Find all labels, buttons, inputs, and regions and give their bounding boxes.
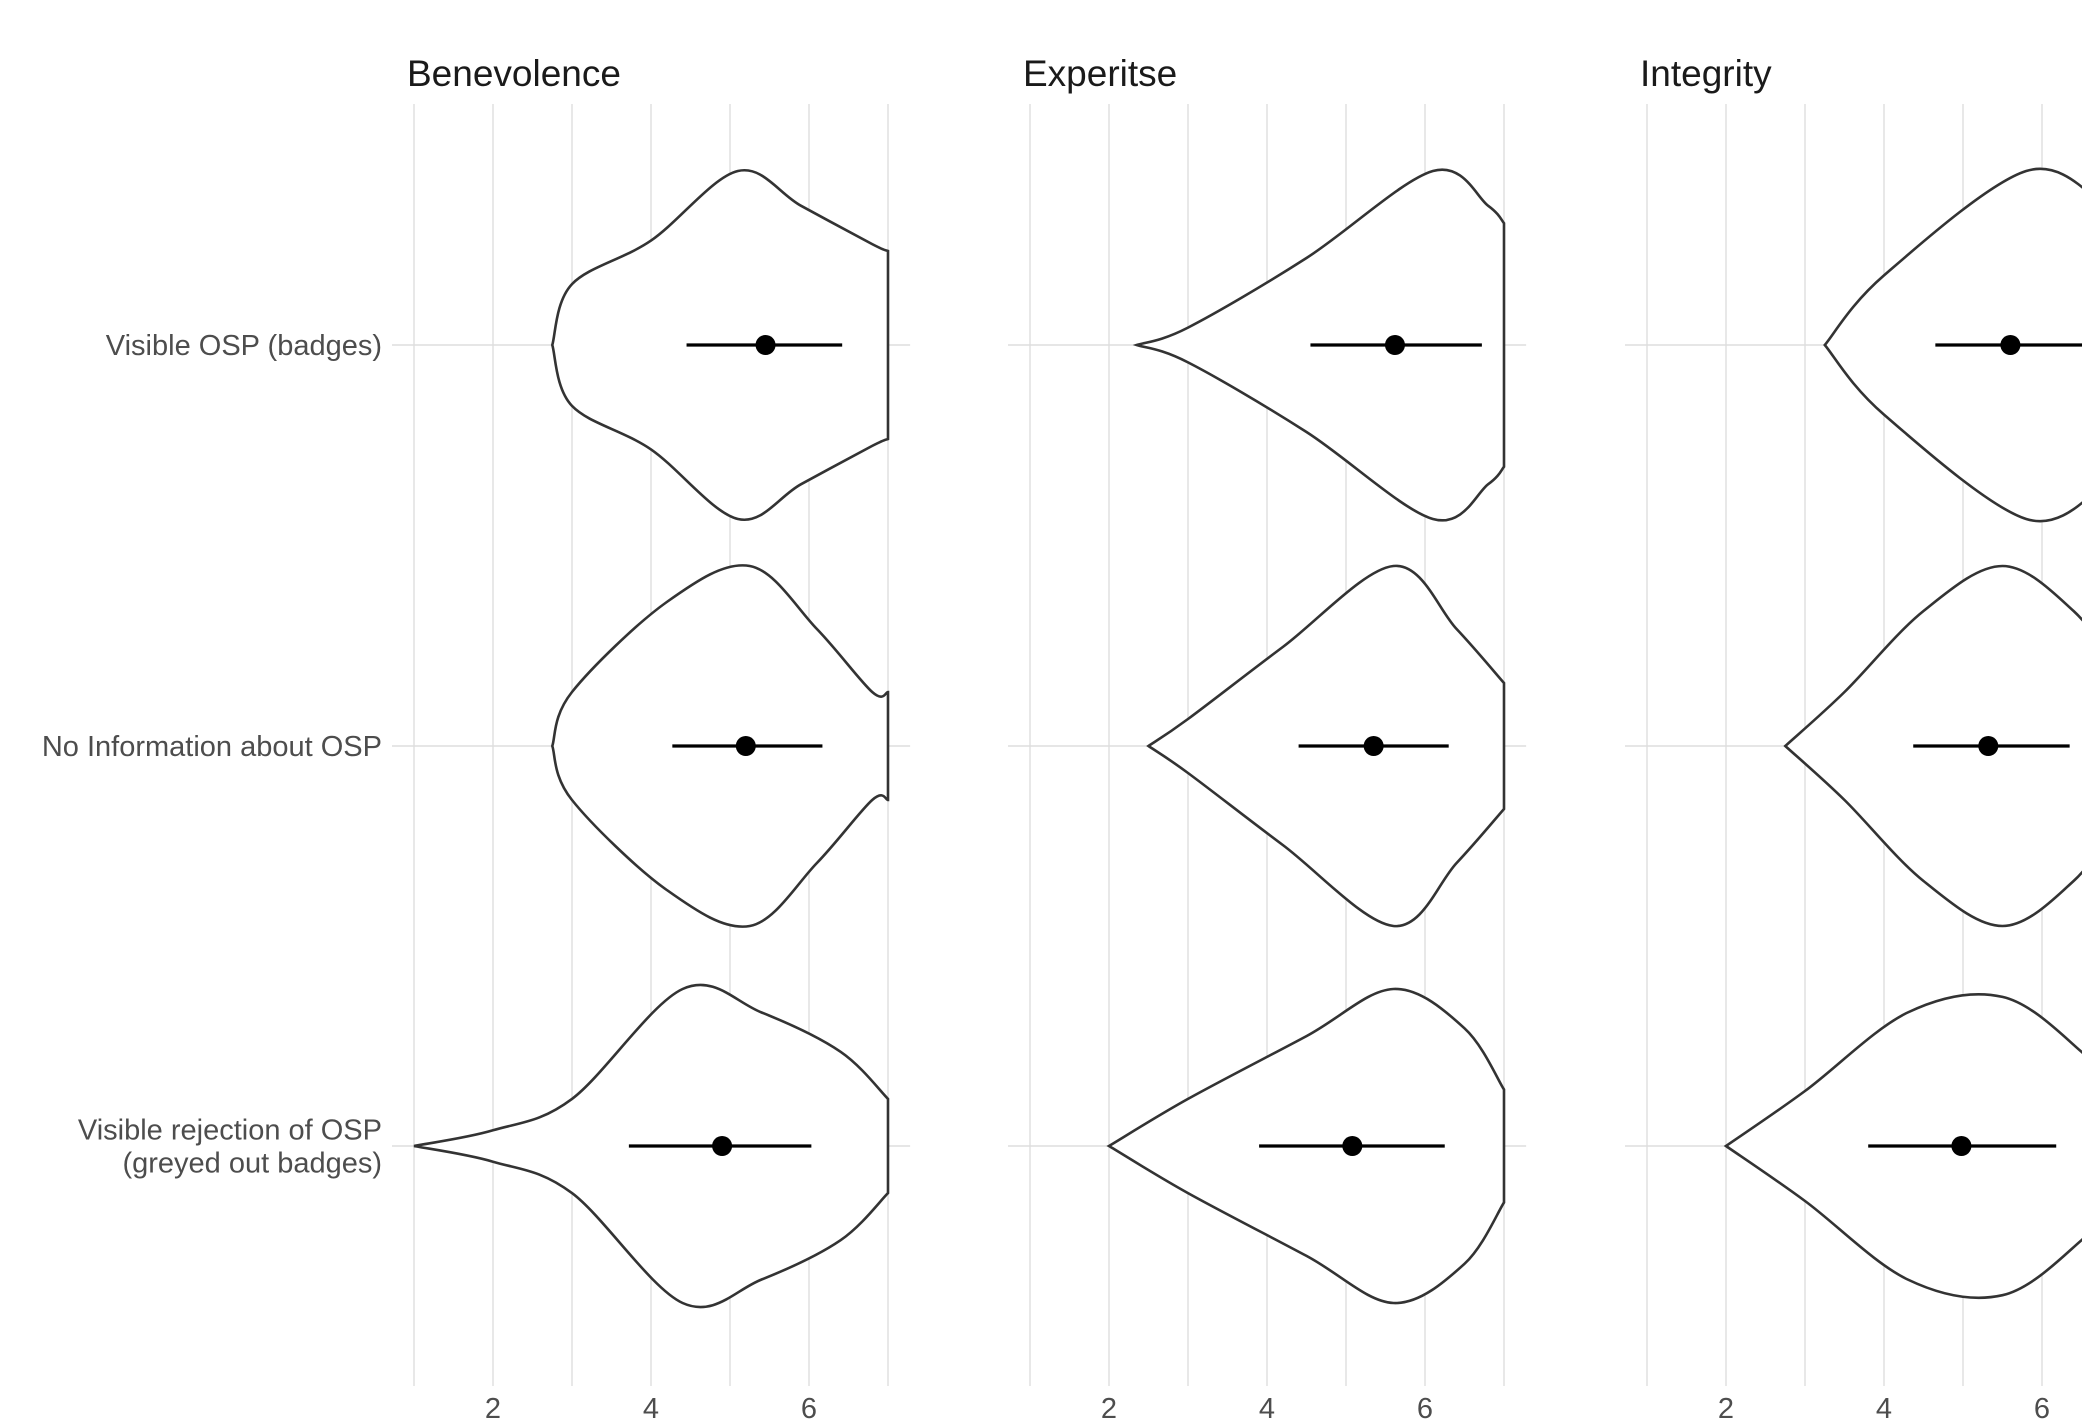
- x-tick-label: 6: [2034, 1393, 2050, 1420]
- panel-title: Experitse: [1023, 53, 1177, 94]
- x-tick-label: 2: [1101, 1393, 1117, 1420]
- panel-experitse: Experitse 2 4 6: [1008, 53, 1527, 1420]
- category-label: Visible OSP (badges): [106, 330, 382, 362]
- category-labels: Visible OSP (badges) No Information about…: [42, 330, 382, 1180]
- mean-point-1: [2000, 335, 2021, 355]
- category-label-line: Visible rejection of OSP: [78, 1115, 382, 1147]
- mean-point-3: [712, 1136, 733, 1156]
- x-tick-label: 4: [643, 1393, 659, 1420]
- panel-title: Integrity: [1640, 53, 1772, 94]
- category-label-line: No Information about OSP: [42, 731, 382, 763]
- x-tick-label: 4: [1259, 1393, 1275, 1420]
- mean-point-2: [1978, 736, 1999, 756]
- x-tick-label: 6: [801, 1393, 817, 1420]
- panel-benevolence: Benevolence 2 4 6: [392, 53, 911, 1420]
- category-label: Visible rejection of OSP (greyed out badg…: [78, 1115, 382, 1180]
- mean-point-3: [1342, 1136, 1363, 1156]
- panel-title: Benevolence: [407, 53, 621, 94]
- panel-integrity: Integrity 2 4 6: [1625, 53, 2082, 1420]
- mean-point-2: [1363, 736, 1384, 756]
- x-tick-label: 4: [1876, 1393, 1892, 1420]
- x-tick-label: 2: [1718, 1393, 1734, 1420]
- mean-point-2: [735, 736, 756, 756]
- x-tick-label: 2: [485, 1393, 501, 1420]
- category-label: No Information about OSP: [42, 731, 382, 763]
- category-label-line: (greyed out badges): [122, 1148, 382, 1180]
- panels-layer: Benevolence 2 4 6 Experitse 2 4 6 Integrity 2 4 6: [392, 53, 2082, 1420]
- mean-point-1: [1384, 335, 1405, 355]
- mean-point-3: [1951, 1136, 1972, 1156]
- x-tick-label: 6: [1417, 1393, 1433, 1420]
- mean-point-1: [755, 335, 776, 355]
- category-label-line: Visible OSP (badges): [106, 330, 382, 362]
